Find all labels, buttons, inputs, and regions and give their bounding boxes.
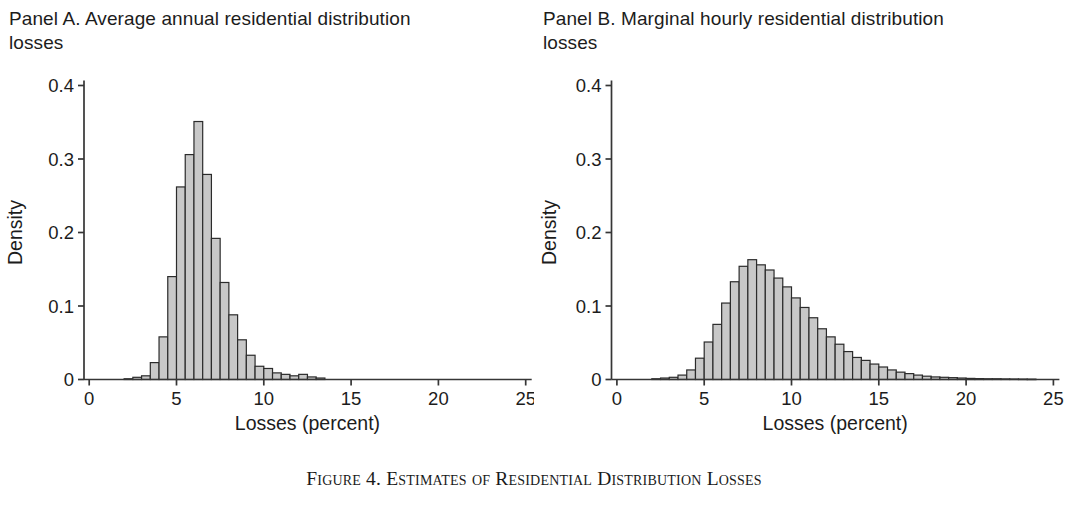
histogram-bar: [185, 155, 194, 380]
histogram-bar: [255, 366, 264, 379]
y-tick-label: 0: [64, 369, 74, 390]
histogram-bar: [800, 307, 809, 379]
y-tick-label: 0.1: [48, 296, 74, 317]
y-axis-title: Density: [4, 200, 26, 265]
histogram-bar: [273, 373, 282, 380]
x-tick-label: 5: [699, 388, 709, 409]
histogram-bar: [757, 265, 766, 380]
y-tick-label: 0.3: [48, 149, 74, 170]
tick-labels: 0 5 10 15 20 25 0 0.1 0.2 0.3 0.4: [48, 75, 534, 409]
histogram-bar: [177, 187, 186, 380]
histogram-bar: [844, 352, 853, 380]
x-tick-label: 25: [515, 388, 534, 409]
x-axis-title: Losses (percent): [763, 412, 908, 434]
histogram-bar: [792, 298, 801, 380]
panel-b-title: Panel B. Marginal hourly residential dis…: [534, 0, 946, 60]
histogram-bar: [896, 372, 905, 379]
histogram-bar: [774, 278, 783, 379]
x-axis-title: Losses (percent): [235, 412, 380, 434]
histogram-bar: [246, 355, 255, 379]
histogram-bar: [739, 266, 748, 379]
y-tick-label: 0.2: [48, 222, 74, 243]
histogram-bar: [879, 367, 888, 380]
histogram-bar: [229, 315, 238, 380]
panel-a-chart: 0 5 10 15 20 25 0 0.1 0.2 0.3 0.4 Losses (percent) D…: [0, 60, 534, 455]
histogram-bar: [870, 364, 879, 379]
panel-b: Panel B. Marginal hourly residential dis…: [534, 0, 1068, 455]
histogram-bars: [124, 122, 325, 380]
histogram-bar: [713, 324, 722, 379]
histogram-bar: [888, 370, 897, 380]
histogram-bar: [220, 282, 229, 379]
x-tick-label: 0: [84, 388, 94, 409]
y-tick-label: 0.4: [576, 75, 602, 96]
panel-row: Panel A. Average annual residential dist…: [0, 0, 1068, 455]
panel-a: Panel A. Average annual residential dist…: [0, 0, 534, 455]
y-tick-label: 0.3: [576, 149, 602, 170]
histogram-bar: [905, 374, 914, 380]
histogram-bar: [695, 358, 704, 379]
x-tick-label: 15: [341, 388, 362, 409]
histogram-bars: [652, 260, 1036, 380]
histogram-bar: [818, 329, 827, 380]
histogram-bar: [748, 260, 757, 380]
histogram-bar: [835, 344, 844, 379]
histogram-bar: [809, 318, 818, 380]
histogram-bar: [730, 282, 739, 380]
histogram-bar: [264, 368, 273, 379]
y-tick-label: 0.1: [576, 296, 602, 317]
histogram-bar: [722, 303, 731, 379]
x-tick-label: 10: [254, 388, 275, 409]
histogram-bar: [853, 357, 862, 379]
x-tick-label: 20: [428, 388, 449, 409]
x-tick-label: 10: [781, 388, 802, 409]
y-tick-label: 0: [591, 369, 601, 390]
histogram-bar: [861, 360, 870, 379]
y-tick-label: 0.2: [576, 222, 602, 243]
panel-b-chart: 0 5 10 15 20 25 0 0.1 0.2 0.3 0.4 Losses (percent) D…: [534, 60, 1068, 455]
y-tick-label: 0.4: [48, 75, 74, 96]
histogram-bar: [826, 337, 835, 380]
histogram-bar: [159, 337, 168, 380]
x-tick-label: 15: [869, 388, 890, 409]
histogram-bar: [211, 238, 220, 379]
figure-4: Panel A. Average annual residential dist…: [0, 0, 1068, 514]
panel-a-title: Panel A. Average annual residential dist…: [0, 0, 412, 60]
axes: [78, 81, 532, 386]
x-tick-label: 25: [1043, 388, 1064, 409]
histogram-bar: [687, 370, 696, 380]
histogram-bar: [765, 270, 774, 380]
histogram-bar: [783, 287, 792, 380]
figure-caption: Figure 4. Estimates of Residential Distr…: [0, 468, 1068, 490]
histogram-bar: [203, 174, 212, 379]
x-tick-label: 0: [612, 388, 622, 409]
x-tick-label: 20: [956, 388, 977, 409]
y-axis-title: Density: [538, 200, 560, 265]
histogram-bar: [194, 122, 203, 380]
x-tick-label: 5: [171, 388, 181, 409]
histogram-bar: [704, 342, 713, 379]
histogram-bar: [168, 277, 177, 380]
histogram-bar: [238, 340, 247, 380]
histogram-bar: [150, 363, 159, 380]
